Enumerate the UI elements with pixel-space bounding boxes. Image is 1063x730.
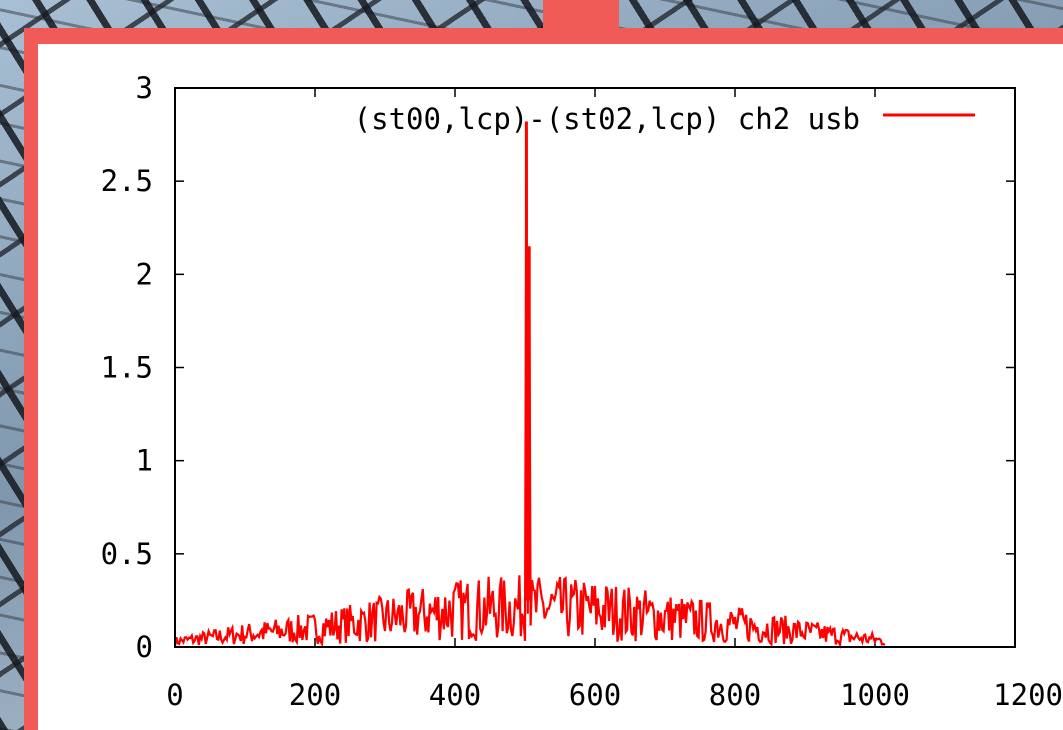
x-tick-label: 400 — [429, 678, 481, 712]
y-tick-label: 2.5 — [101, 164, 153, 198]
y-tick-label: 1 — [136, 444, 153, 478]
frame-tab — [543, 0, 619, 30]
y-axis: 0 0.5 1 1.5 2 2.5 3 — [101, 71, 1015, 664]
x-tick-label: 800 — [709, 678, 761, 712]
legend-label: (st00,lcp)-(st02,lcp) ch2 usb — [354, 102, 860, 136]
y-tick-label: 0.5 — [101, 537, 153, 571]
legend: (st00,lcp)-(st02,lcp) ch2 usb — [354, 102, 975, 136]
y-tick-label: 2 — [136, 257, 153, 291]
chart: 0 0.5 1 1.5 2 2.5 3 0 200 400 600 800 1000 1200 (st0… — [101, 71, 1063, 712]
x-tick-label: 0 — [166, 678, 183, 712]
x-axis: 0 200 400 600 800 1000 1200 — [166, 88, 1063, 712]
y-tick-label: 3 — [136, 71, 153, 105]
x-tick-label: 1000 — [840, 678, 910, 712]
x-tick-label: 600 — [569, 678, 621, 712]
chart-panel: 0 0.5 1 1.5 2 2.5 3 0 200 400 600 800 1000 1200 (st0… — [38, 44, 1063, 730]
y-tick-label: 0 — [136, 630, 153, 664]
y-tick-label: 1.5 — [101, 351, 153, 385]
x-tick-label: 1200 — [993, 678, 1063, 712]
x-tick-label: 200 — [289, 678, 341, 712]
plot-border — [174, 87, 1016, 648]
series-layer — [173, 121, 886, 650]
